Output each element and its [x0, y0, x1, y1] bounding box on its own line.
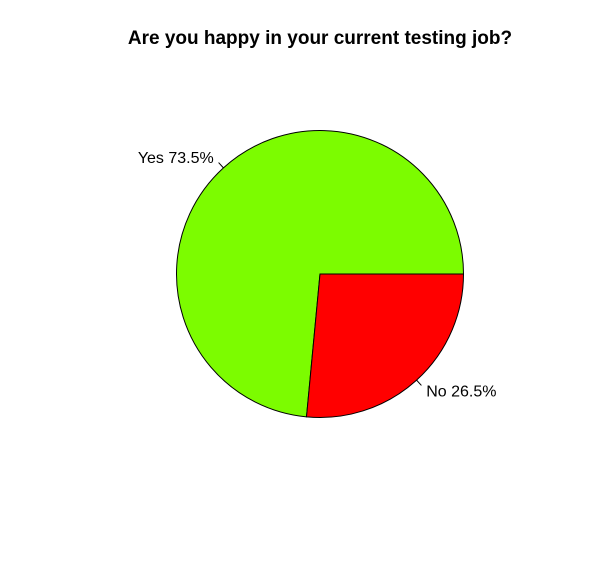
slice-label-yes: Yes 73.5%: [138, 150, 214, 167]
pie-slice-no: [305, 273, 465, 418]
label-leader-line-no: [416, 379, 422, 386]
slice-label-no: No 26.5%: [426, 383, 496, 400]
label-leader-line-yes: [218, 162, 224, 169]
chart-title: Are you happy in your current testing jo…: [127, 28, 513, 49]
